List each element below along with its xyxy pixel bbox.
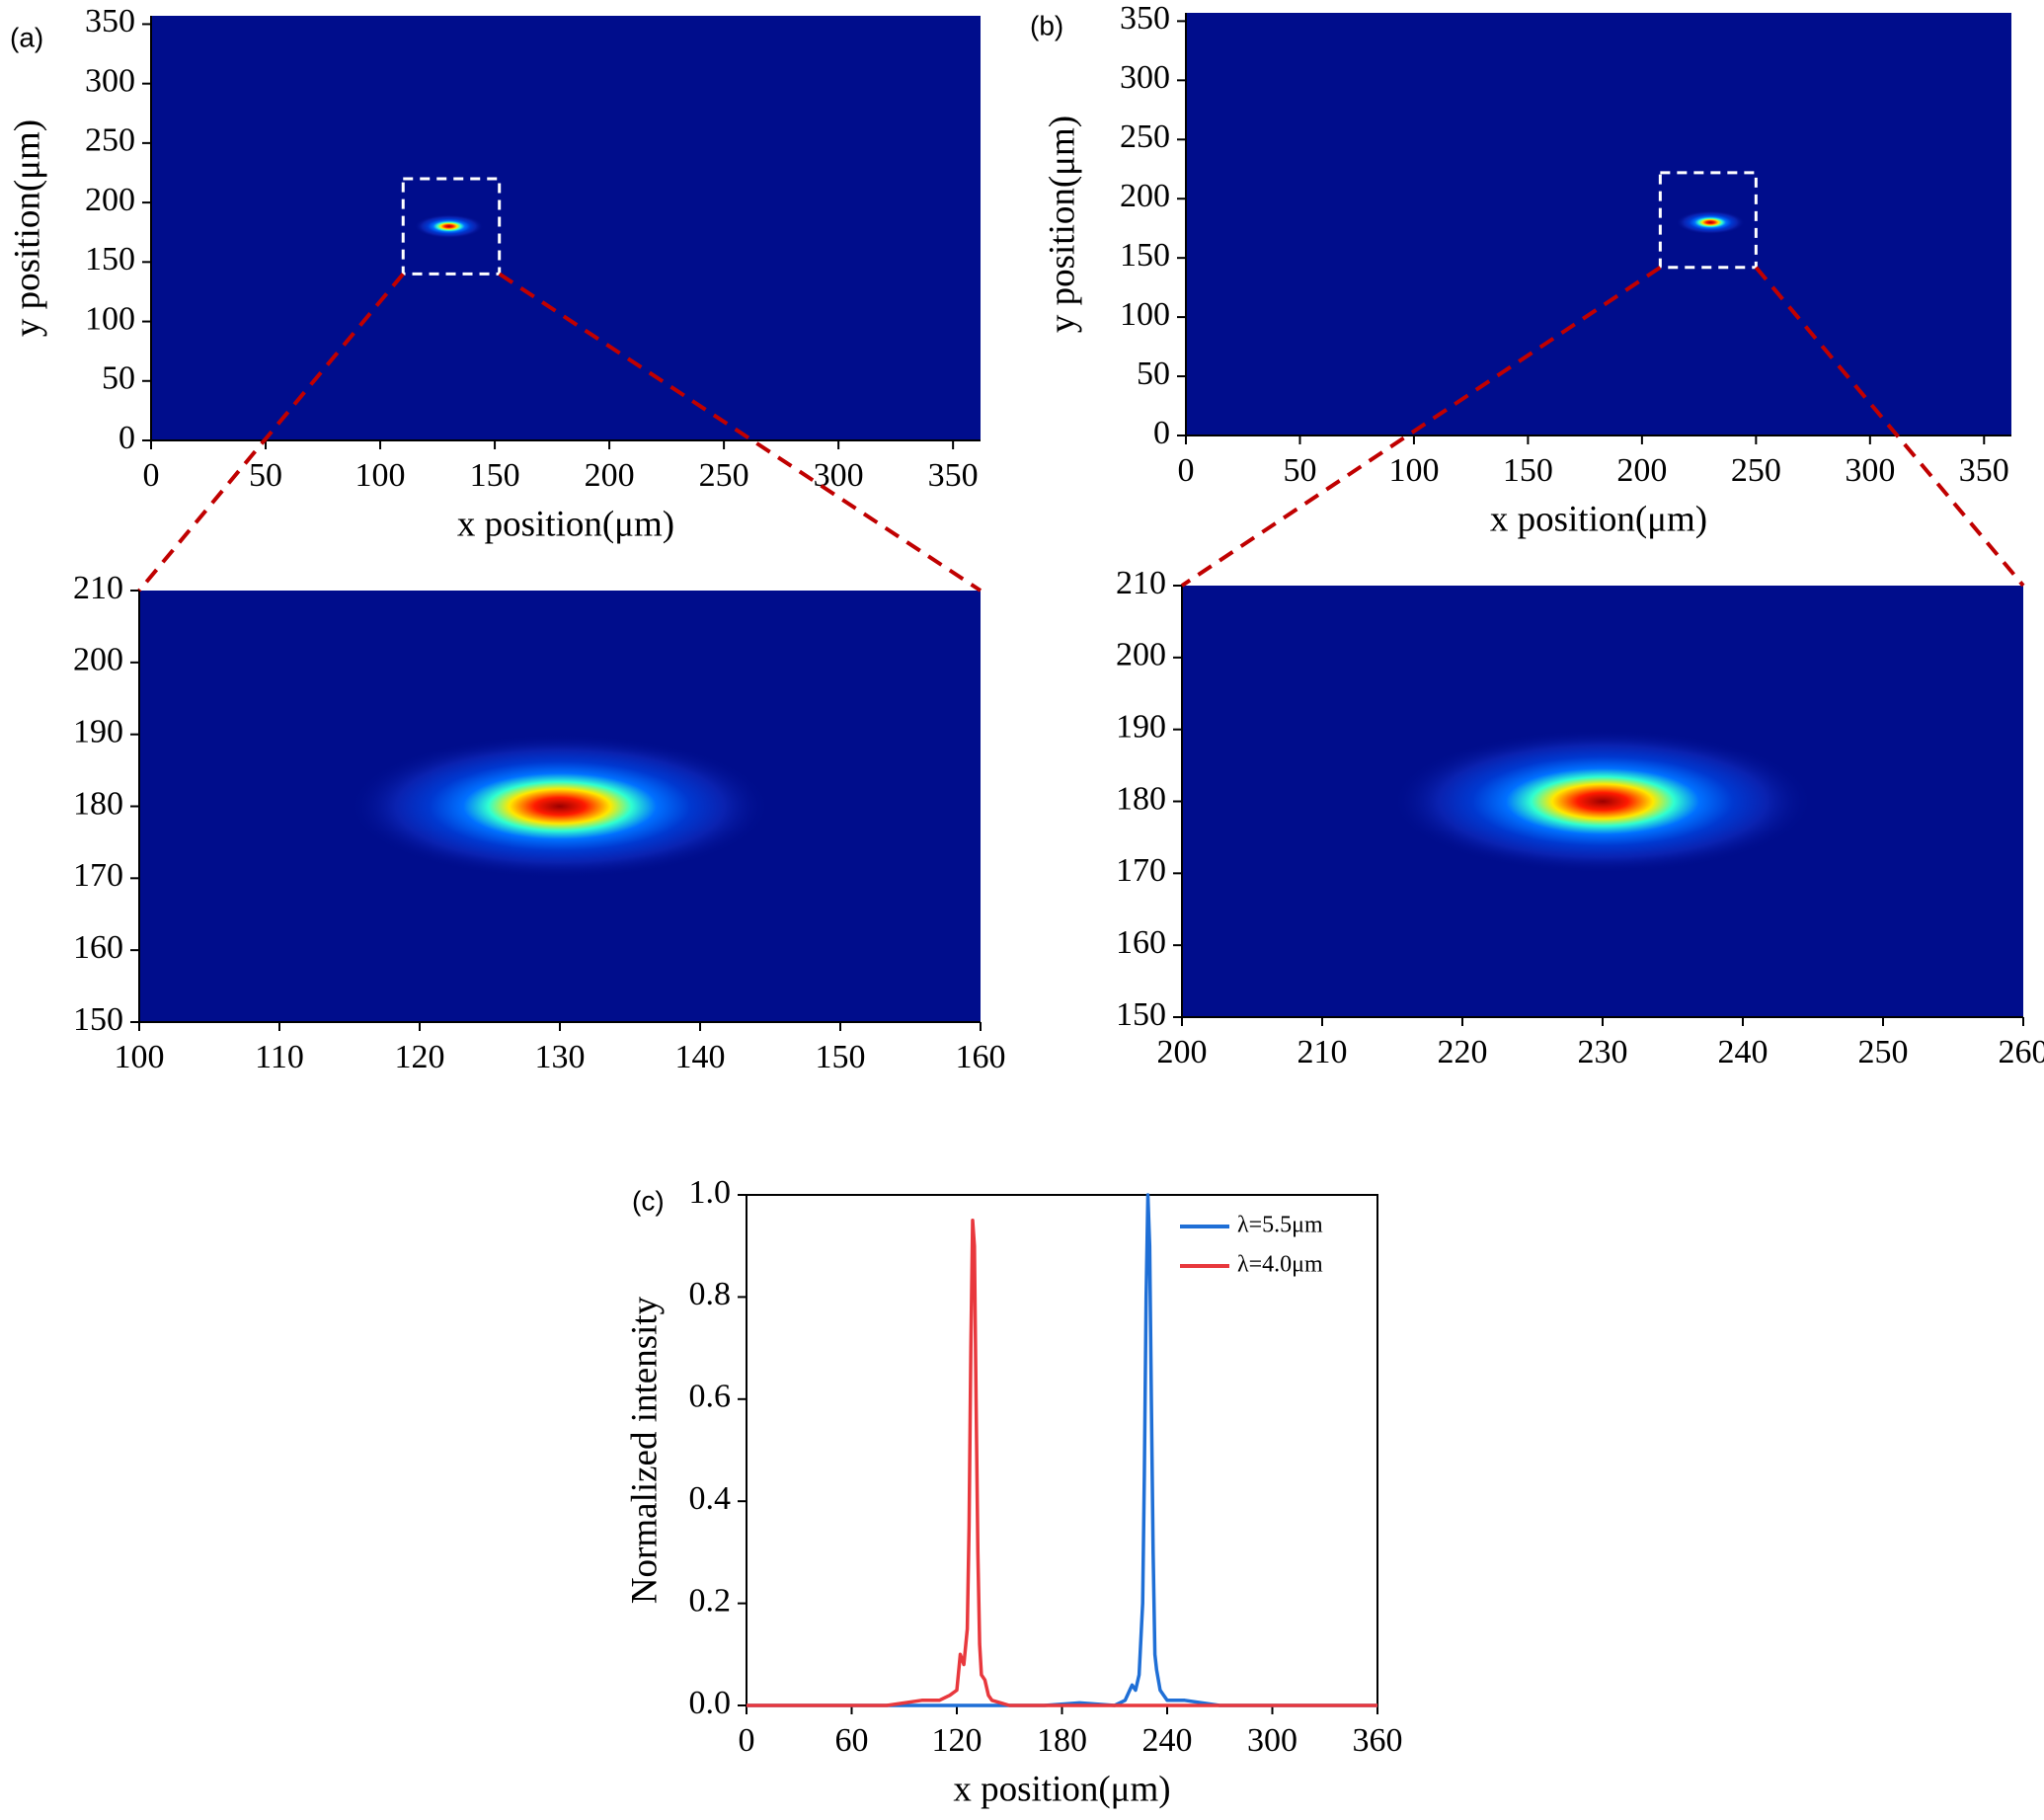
y-tick-label: 190 — [73, 713, 123, 750]
y-tick-label: 100 — [85, 300, 135, 337]
x-axis-title: x position(μm) — [953, 1769, 1170, 1809]
y-tick-label: 180 — [1116, 780, 1166, 817]
y-tick-label: 200 — [73, 642, 123, 678]
y-tick-label: 160 — [1116, 924, 1166, 961]
y-tick-label: 180 — [73, 785, 123, 822]
y-axis-title: y position(μm) — [7, 119, 47, 337]
series-line — [747, 1219, 1377, 1707]
panel-label: (b) — [1030, 10, 1063, 40]
heatmap-field — [1186, 13, 2011, 435]
x-tick-label: 0 — [739, 1722, 755, 1759]
y-tick-label: 170 — [73, 857, 123, 894]
y-tick-label: 150 — [85, 241, 135, 277]
x-tick-label: 200 — [1157, 1034, 1208, 1070]
y-tick-label: 0.6 — [689, 1379, 732, 1415]
y-tick-label: 0 — [118, 420, 135, 456]
x-tick-label: 210 — [1297, 1034, 1348, 1070]
x-tick-label: 100 — [355, 457, 406, 494]
zoom-connector — [1754, 266, 2025, 588]
x-tick-label: 250 — [699, 457, 749, 494]
focal-spot — [1392, 729, 1813, 874]
x-tick-label: 260 — [1999, 1034, 2044, 1070]
y-tick-label: 350 — [85, 3, 135, 40]
y-tick-label: 190 — [1116, 708, 1166, 745]
x-tick-label: 110 — [255, 1039, 304, 1075]
y-tick-label: 0.8 — [689, 1276, 732, 1312]
x-tick-label: 160 — [956, 1039, 1006, 1075]
x-tick-label: 240 — [1718, 1034, 1769, 1070]
y-tick-label: 250 — [1120, 119, 1170, 155]
x-tick-label: 50 — [1283, 452, 1316, 489]
y-tick-label: 160 — [73, 929, 123, 966]
zoom-connector — [1180, 266, 1662, 588]
y-tick-label: 0.4 — [689, 1480, 732, 1517]
x-tick-label: 300 — [814, 457, 864, 494]
x-tick-label: 230 — [1578, 1034, 1628, 1070]
panel-label: (c) — [632, 1185, 665, 1216]
y-tick-label: 1.0 — [689, 1174, 732, 1211]
y-tick-label: 210 — [73, 570, 123, 606]
focal-spot — [350, 734, 770, 879]
y-axis-title: Normalized intensity — [624, 1296, 665, 1604]
x-tick-label: 0 — [1178, 452, 1195, 489]
zoom-box — [401, 177, 502, 276]
x-tick-label: 150 — [816, 1039, 866, 1075]
y-tick-label: 150 — [73, 1001, 123, 1038]
x-axis-title: x position(μm) — [1490, 499, 1707, 539]
x-tick-label: 140 — [675, 1039, 726, 1075]
x-tick-label: 0 — [143, 457, 160, 494]
y-tick-label: 350 — [1120, 0, 1170, 37]
focal-spot — [414, 214, 484, 239]
y-tick-label: 200 — [85, 182, 135, 218]
x-tick-label: 240 — [1142, 1722, 1193, 1759]
x-tick-label: 350 — [1959, 452, 2009, 489]
heatmap-field — [151, 16, 981, 440]
panel-label: (a) — [10, 22, 43, 52]
x-tick-label: 60 — [835, 1722, 869, 1759]
y-tick-label: 200 — [1120, 178, 1170, 214]
y-tick-label: 170 — [1116, 852, 1166, 889]
y-tick-label: 0 — [1153, 415, 1170, 451]
x-tick-label: 150 — [470, 457, 520, 494]
x-tick-label: 350 — [928, 457, 979, 494]
x-tick-label: 180 — [1037, 1722, 1087, 1759]
y-tick-label: 0.0 — [689, 1685, 732, 1721]
x-tick-label: 250 — [1858, 1034, 1909, 1070]
x-tick-label: 130 — [535, 1039, 586, 1075]
legend-label: λ=4.0μm — [1237, 1252, 1323, 1278]
y-tick-label: 50 — [1137, 356, 1170, 392]
x-tick-label: 200 — [585, 457, 635, 494]
legend-label: λ=5.5μm — [1237, 1213, 1323, 1238]
focal-spot — [1676, 210, 1745, 235]
y-tick-label: 300 — [85, 62, 135, 99]
y-tick-label: 100 — [1120, 296, 1170, 333]
zoom-connector — [498, 272, 983, 593]
x-tick-label: 50 — [249, 457, 282, 494]
y-tick-label: 150 — [1120, 237, 1170, 274]
y-tick-label: 200 — [1116, 637, 1166, 673]
y-tick-label: 250 — [85, 122, 135, 159]
x-tick-label: 100 — [1388, 452, 1439, 489]
y-tick-label: 0.2 — [689, 1582, 732, 1619]
x-tick-label: 220 — [1438, 1034, 1488, 1070]
x-tick-label: 120 — [395, 1039, 445, 1075]
x-tick-label: 300 — [1247, 1722, 1297, 1759]
y-tick-label: 210 — [1116, 565, 1166, 601]
x-tick-label: 150 — [1503, 452, 1553, 489]
y-tick-label: 150 — [1116, 996, 1166, 1033]
x-tick-label: 120 — [932, 1722, 983, 1759]
zoom-connector — [137, 273, 405, 593]
x-tick-label: 200 — [1616, 452, 1667, 489]
x-tick-label: 300 — [1845, 452, 1895, 489]
y-axis-title: y position(μm) — [1042, 116, 1082, 333]
zoom-box — [1658, 171, 1758, 270]
x-tick-label: 250 — [1731, 452, 1781, 489]
x-axis-title: x position(μm) — [457, 504, 674, 544]
x-tick-label: 360 — [1353, 1722, 1403, 1759]
x-tick-label: 100 — [115, 1039, 165, 1075]
y-tick-label: 300 — [1120, 59, 1170, 96]
y-tick-label: 50 — [102, 360, 135, 397]
